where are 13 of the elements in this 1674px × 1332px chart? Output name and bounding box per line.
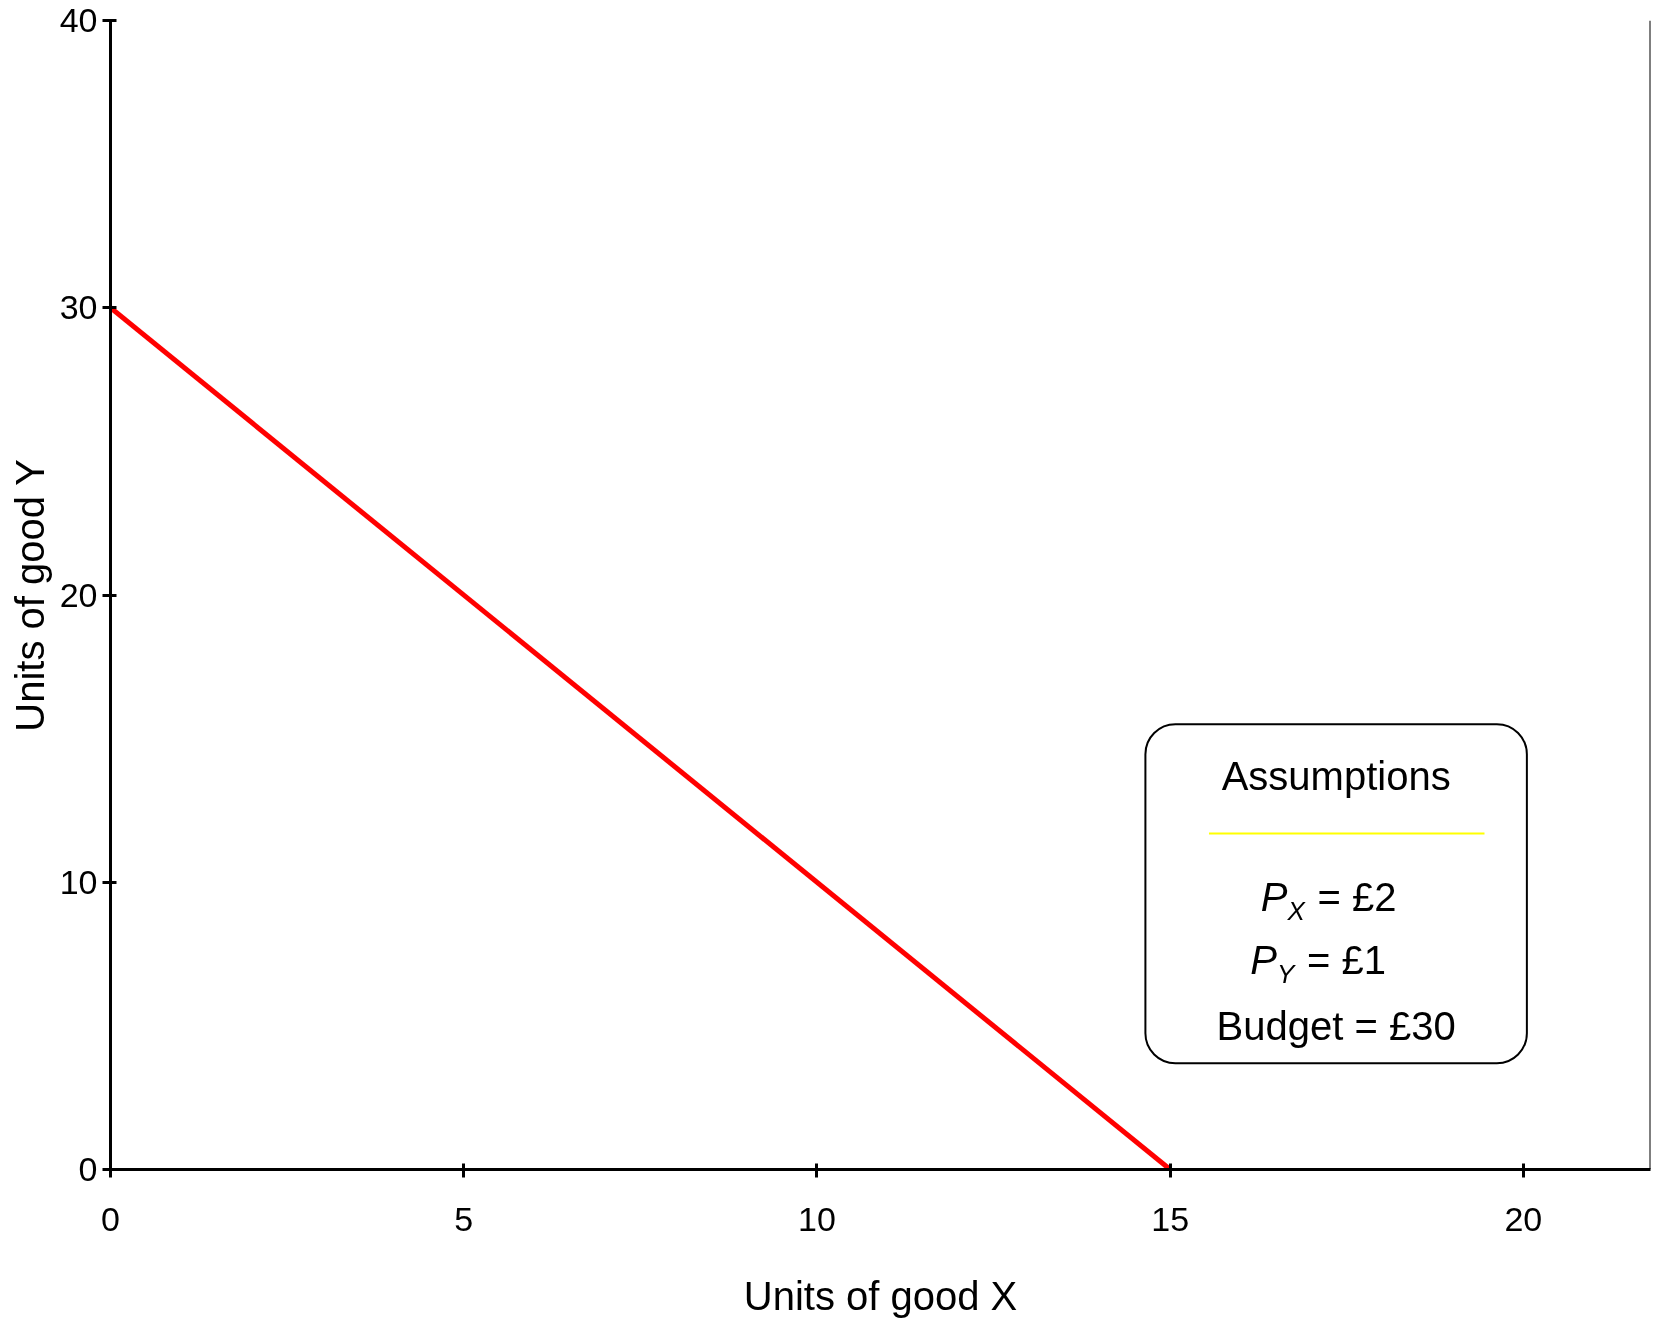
y-tick-label: 20: [59, 575, 98, 614]
x-tick-label: 15: [1151, 1199, 1190, 1238]
x-tick-label: 20: [1504, 1199, 1543, 1238]
x-axis-title: Units of good X: [743, 1273, 1018, 1318]
y-tick-label: 0: [78, 1150, 98, 1188]
y-axis-title: Units of good Y: [7, 458, 52, 732]
y-tick-label: 40: [59, 1, 98, 39]
annotation: Budget = £30: [1216, 1003, 1456, 1048]
y-tick-label: 10: [59, 862, 98, 901]
x-tick-label: 5: [454, 1199, 474, 1238]
x-tick-label: 10: [798, 1199, 836, 1238]
annotation: Assumptions: [1221, 753, 1451, 798]
y-tick-label: 30: [59, 288, 98, 327]
